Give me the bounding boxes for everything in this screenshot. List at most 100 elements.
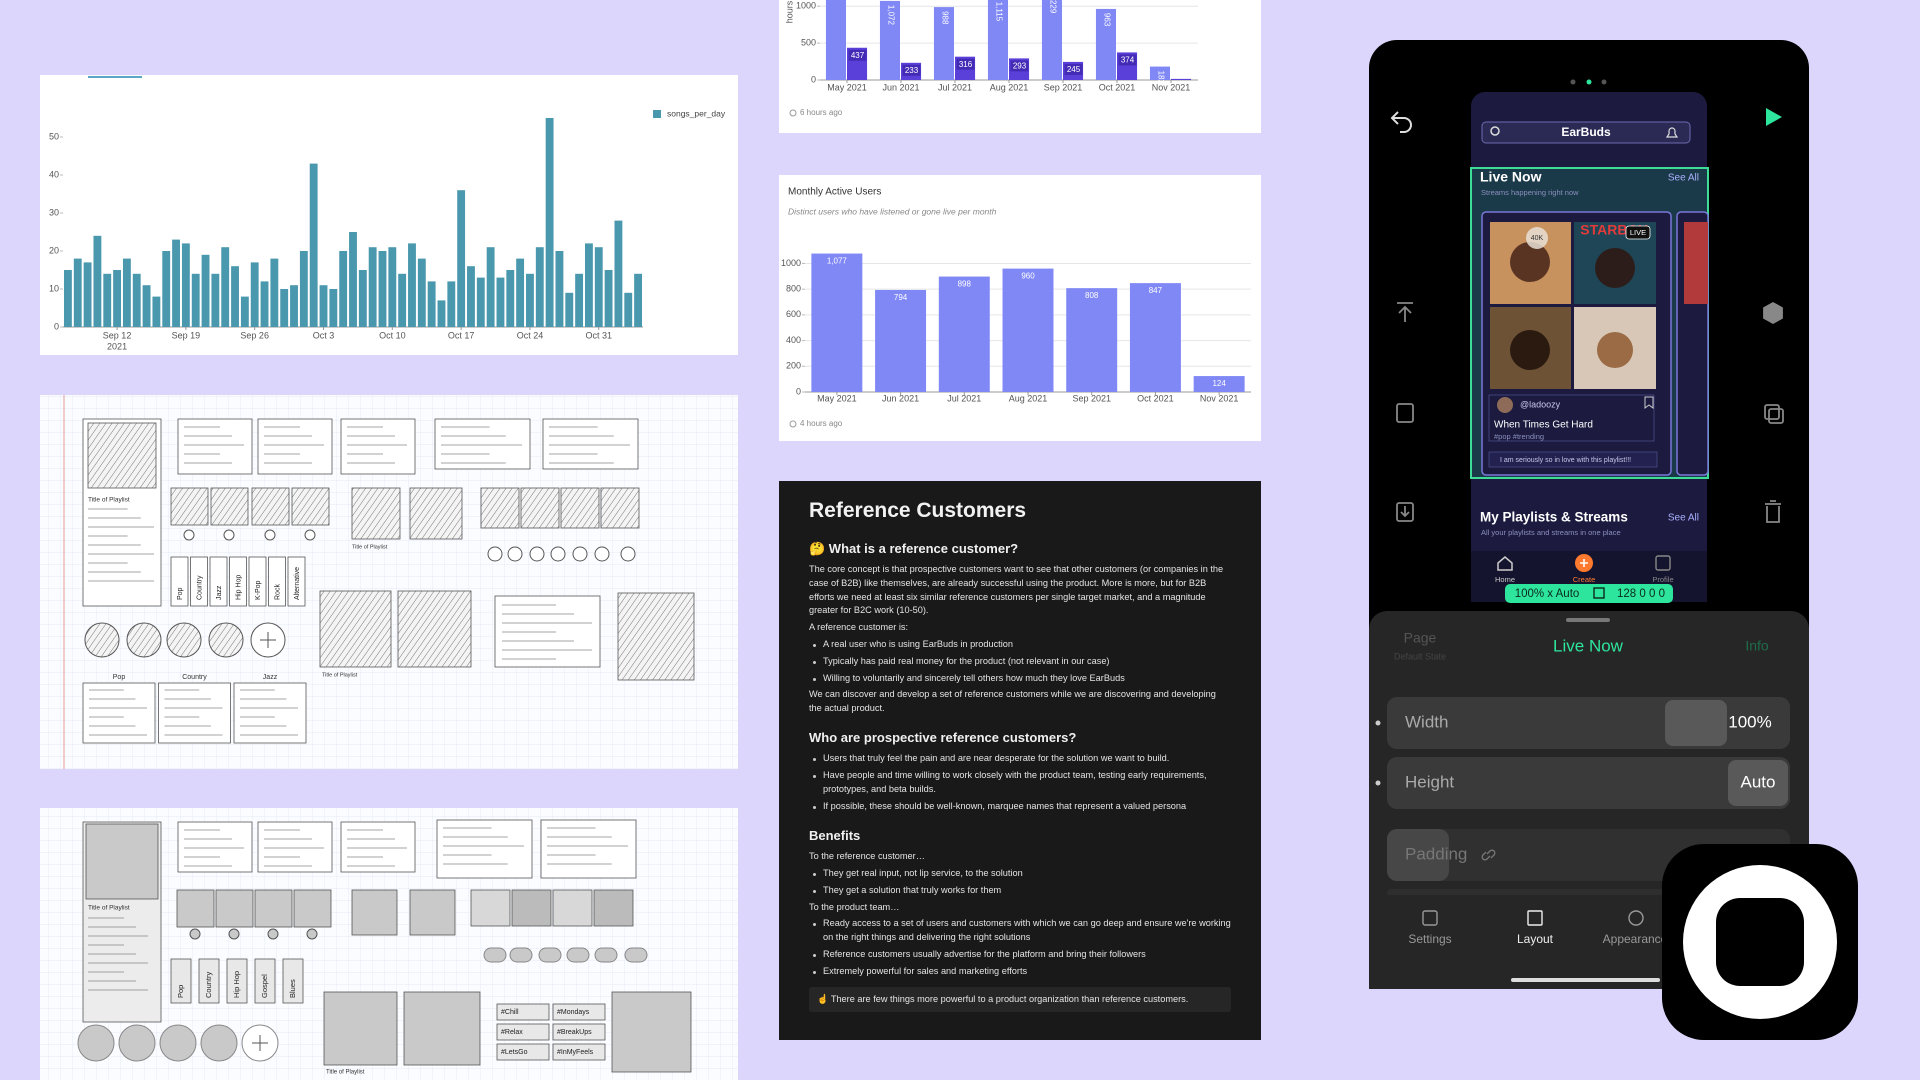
sketch-box bbox=[511, 889, 552, 927]
sketch-box bbox=[323, 991, 398, 1066]
profile-icon[interactable] bbox=[1655, 555, 1671, 571]
app-icon bbox=[1662, 844, 1858, 1040]
doc-p: We can discover and develop a set of ref… bbox=[809, 689, 1216, 714]
sketch-box bbox=[215, 889, 254, 928]
see-all[interactable]: See All bbox=[1668, 513, 1699, 524]
link-icon[interactable] bbox=[1481, 849, 1496, 861]
card-tags: #pop #trending bbox=[1494, 432, 1544, 441]
sketch-circle bbox=[200, 1024, 238, 1062]
bar bbox=[1009, 58, 1030, 80]
layout-icon[interactable] bbox=[1527, 910, 1543, 926]
toolbar-label[interactable]: Settings bbox=[1408, 932, 1451, 946]
back-button[interactable] bbox=[1390, 111, 1412, 133]
sketch-genre: Jazz bbox=[216, 585, 223, 600]
bar bbox=[506, 270, 515, 327]
sketch-circle bbox=[550, 546, 566, 562]
see-all[interactable]: See All bbox=[1668, 173, 1699, 184]
property-row[interactable] bbox=[1387, 757, 1790, 809]
move-down-tool[interactable] bbox=[1396, 502, 1414, 522]
tab-label[interactable]: Home bbox=[1495, 575, 1515, 584]
bar bbox=[1129, 283, 1181, 392]
section-subtitle: All your playlists and streams in one pl… bbox=[1481, 528, 1621, 537]
x-tick-label: Aug 2021 bbox=[990, 82, 1029, 92]
bar bbox=[280, 289, 289, 327]
tab-label[interactable]: Profile bbox=[1652, 575, 1673, 584]
delete-tool[interactable] bbox=[1765, 500, 1781, 523]
app-name: EarBuds bbox=[1561, 125, 1611, 139]
sketch-box bbox=[209, 556, 228, 607]
sketch-circle bbox=[166, 622, 202, 658]
property-label: Height bbox=[1405, 772, 1454, 791]
bar bbox=[1095, 8, 1116, 80]
sketch-text: Title of Playlist bbox=[88, 497, 130, 504]
sketch-circle bbox=[594, 546, 610, 562]
sketch-genre: Hip Hop bbox=[232, 971, 241, 998]
value-box[interactable] bbox=[1728, 760, 1788, 806]
sketch-circle bbox=[264, 529, 276, 541]
slider-thumb[interactable] bbox=[1665, 700, 1727, 746]
y-tick-label: 0 bbox=[54, 321, 59, 331]
search-bar[interactable] bbox=[1481, 121, 1691, 144]
state-selector[interactable]: Default State bbox=[1394, 651, 1446, 661]
play-button[interactable] bbox=[1766, 108, 1782, 126]
home-indicator bbox=[1511, 978, 1660, 982]
wireframe-sketch: Title of Playlist Title of Playlist Pop Cou… bbox=[82, 418, 695, 744]
home-icon[interactable] bbox=[1497, 556, 1513, 571]
sketch-box bbox=[409, 889, 456, 936]
inspector-tab[interactable]: Page bbox=[1404, 630, 1437, 646]
doc-p: To the reference customer… bbox=[809, 851, 925, 862]
duplicate-tool[interactable] bbox=[1764, 404, 1780, 420]
bell-icon[interactable] bbox=[1665, 127, 1679, 138]
bar bbox=[933, 7, 954, 80]
footnote: 4 hours ago bbox=[800, 419, 843, 428]
sketch-genre: Country bbox=[196, 575, 203, 600]
page-dot[interactable] bbox=[1586, 79, 1592, 85]
tab-label[interactable]: Create bbox=[1573, 575, 1596, 584]
data-label: 963 bbox=[1102, 13, 1111, 27]
bookmark-icon[interactable] bbox=[1644, 396, 1654, 409]
section-subtitle: Streams happening right now bbox=[1481, 188, 1579, 197]
footnote: 6 hours ago bbox=[800, 108, 843, 117]
sheet-handle[interactable] bbox=[1566, 618, 1610, 622]
doc-h2: 🤔 What is a reference customer? bbox=[809, 540, 1019, 556]
bar bbox=[1063, 61, 1084, 80]
y-tick-label: 40 bbox=[49, 169, 59, 179]
settings-icon[interactable] bbox=[1422, 910, 1438, 926]
sketch-circle bbox=[183, 529, 195, 541]
component-tool[interactable] bbox=[1763, 301, 1783, 325]
toolbar-label[interactable]: Layout bbox=[1517, 932, 1554, 946]
chart-panel: hours 0 500 1000 May 2021 437 Jun 2021 1,072 233… bbox=[779, 0, 1261, 133]
data-label: 293 bbox=[1013, 61, 1027, 70]
appearance-icon[interactable] bbox=[1628, 910, 1644, 926]
inspector-tab[interactable]: Info bbox=[1745, 638, 1769, 654]
bar bbox=[181, 243, 190, 327]
chart-panel: Monthly Active Users Distinct users who h… bbox=[779, 175, 1261, 441]
data-label-box bbox=[1064, 63, 1083, 75]
sketch-box bbox=[248, 556, 267, 607]
doc-li: Users that truly feel the pain and are n… bbox=[809, 752, 1231, 766]
property-value: Auto bbox=[1741, 772, 1776, 791]
property-value: 100% bbox=[1728, 712, 1771, 731]
clock-icon bbox=[789, 109, 797, 117]
bar bbox=[83, 262, 92, 327]
x-tick-label: Sep 19 bbox=[172, 330, 201, 340]
bar bbox=[1117, 52, 1138, 80]
bar bbox=[93, 235, 102, 327]
align-top-tool[interactable] bbox=[1397, 302, 1413, 322]
sketch-chip bbox=[594, 947, 618, 963]
toolbar-label[interactable]: Appearance bbox=[1603, 932, 1668, 946]
doc-li: Extremely powerful for sales and marketi… bbox=[809, 965, 1231, 979]
bar bbox=[1002, 268, 1054, 392]
sketch-circle bbox=[306, 928, 318, 940]
move-up-tool[interactable] bbox=[1396, 403, 1414, 423]
document: Reference Customers 🤔 What is a referenc… bbox=[779, 481, 1261, 1040]
card-meta bbox=[1488, 394, 1655, 442]
section-title: Live Now bbox=[1480, 169, 1542, 185]
sketch-box bbox=[552, 1043, 606, 1061]
bar bbox=[624, 292, 633, 327]
y-tick-label: 200 bbox=[786, 361, 801, 371]
slider-thumb[interactable] bbox=[1387, 829, 1449, 881]
x-tick-label: May 2021 bbox=[827, 82, 867, 92]
sketch-genre: Country bbox=[204, 971, 213, 998]
